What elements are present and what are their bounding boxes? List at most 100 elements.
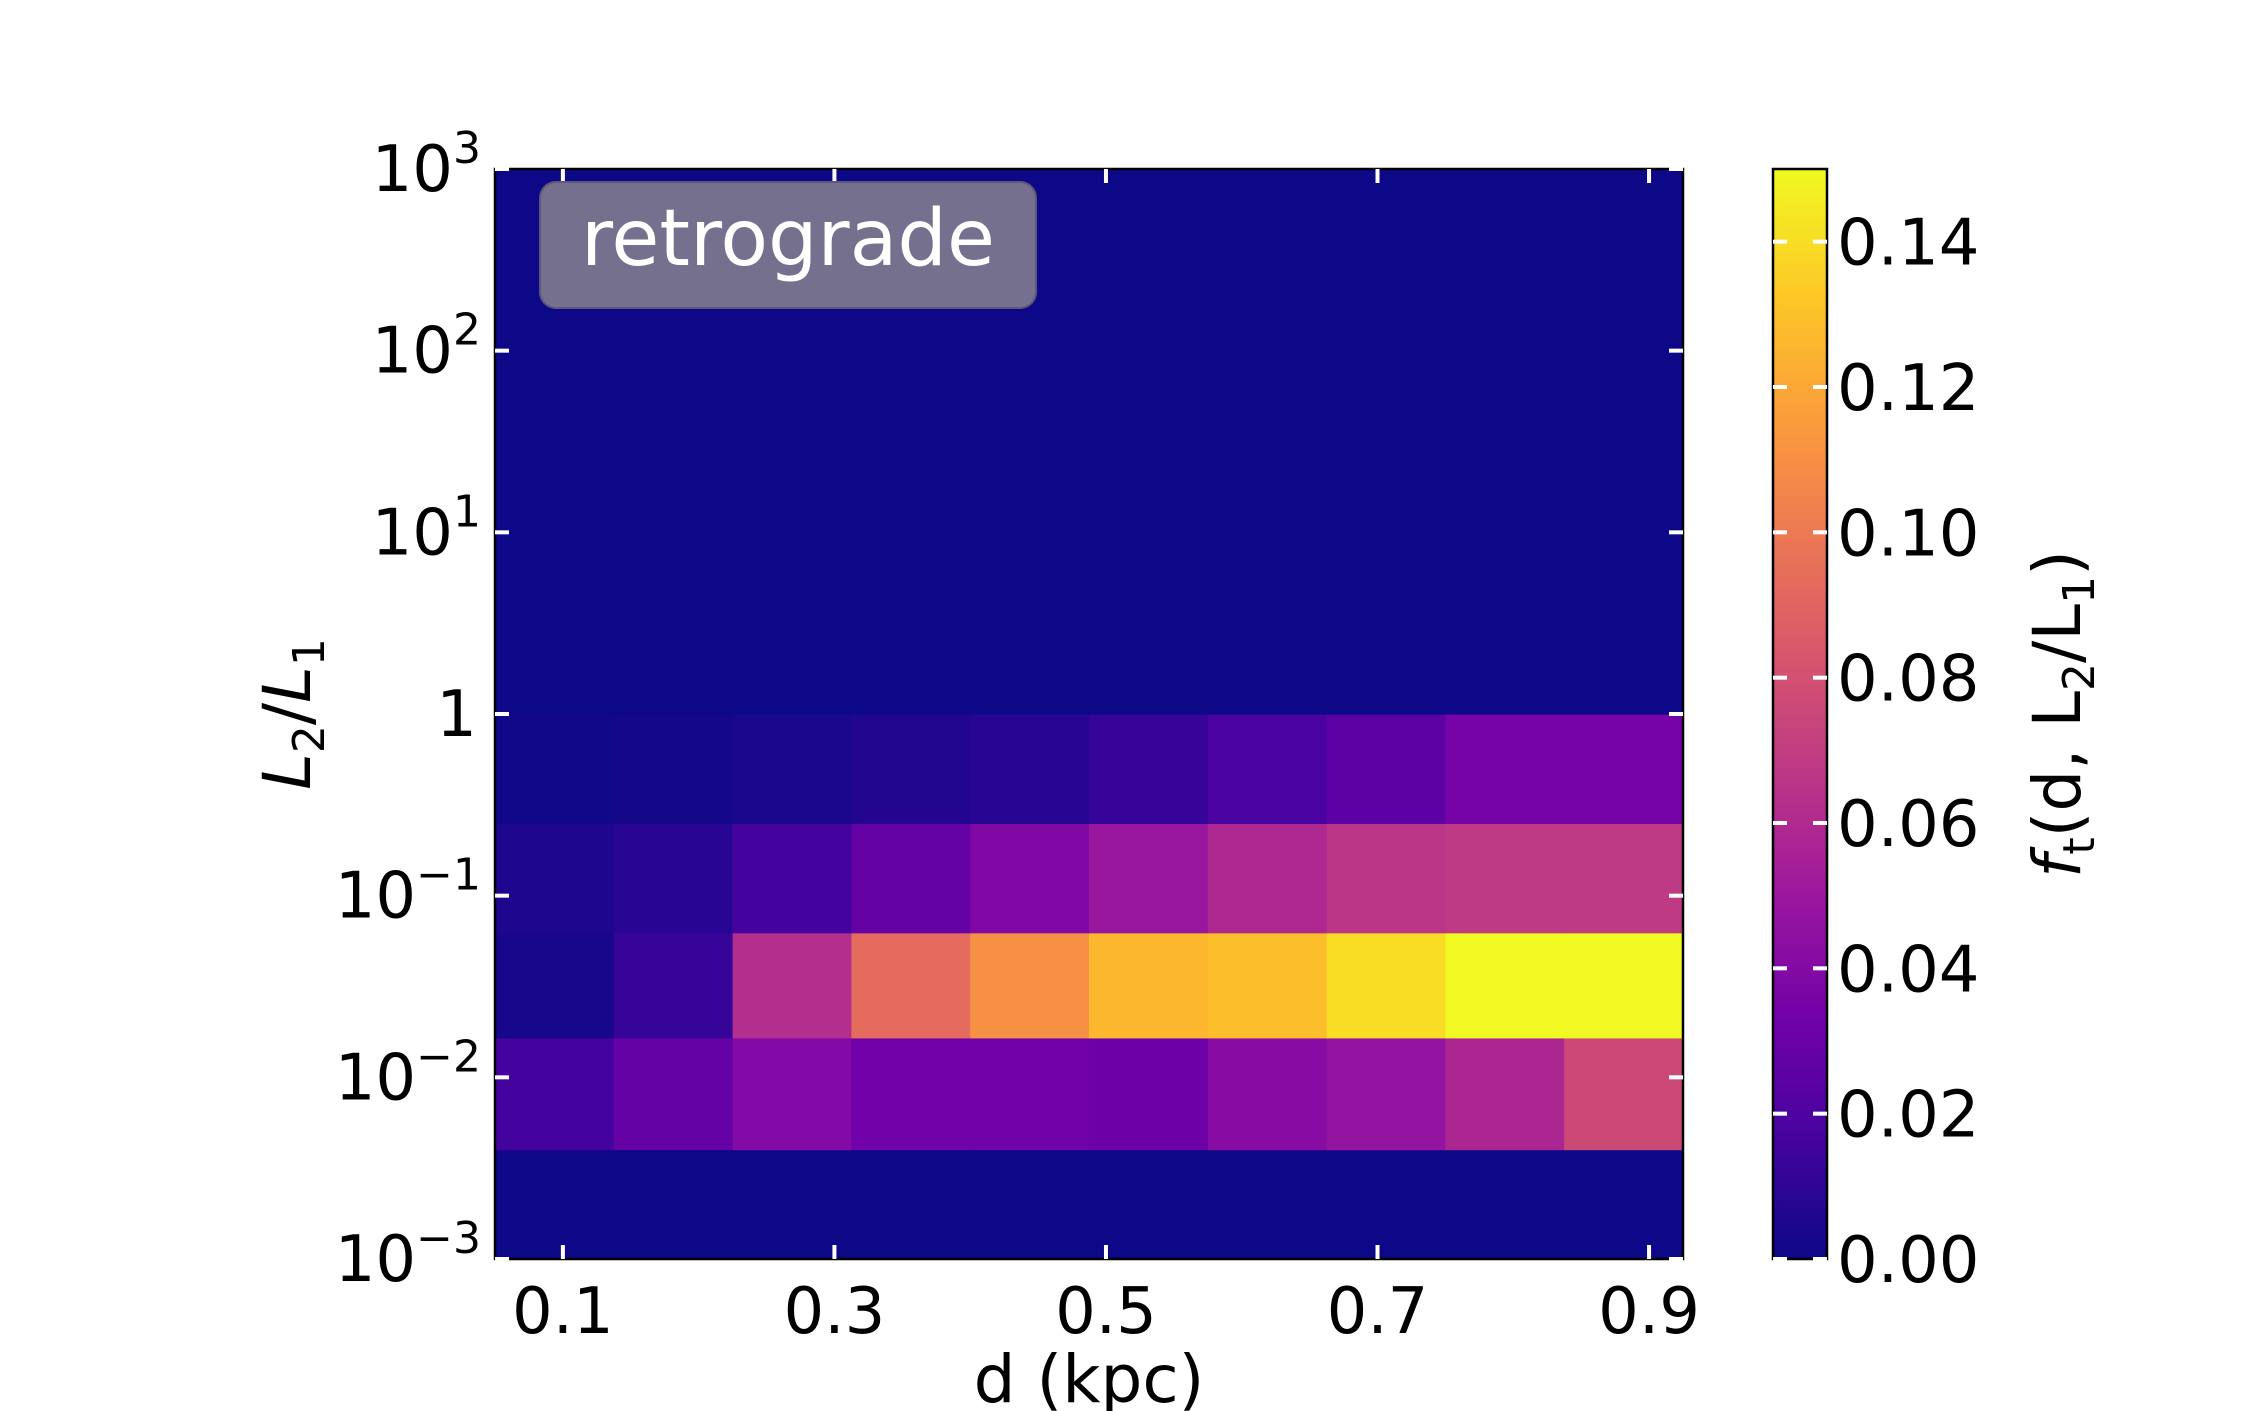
heatmap-cell <box>1445 932 1565 1039</box>
heatmap-cell <box>851 1149 971 1260</box>
x-tick-label: 0.7 <box>1327 1275 1429 1349</box>
y-tick-label: 1 <box>436 678 477 752</box>
cbar-label-mid: /L <box>2019 604 2096 663</box>
colorbar-tick-label: 0.00 <box>1837 1224 1980 1298</box>
heatmap-cell <box>1207 1149 1328 1260</box>
heatmap-cell <box>851 932 971 1039</box>
cbar-label-fsub: t <box>2054 837 2105 854</box>
heatmap-cell <box>1207 1037 1328 1151</box>
colorbar-tick-label: 0.12 <box>1837 352 1980 426</box>
colorbar-frame <box>1771 167 1829 1261</box>
heatmap-cell <box>1445 1037 1565 1151</box>
colorbar-tick-label: 0.02 <box>1837 1079 1980 1153</box>
heatmap-cell <box>1445 823 1565 934</box>
heatmap-cell <box>1326 1149 1446 1260</box>
heatmap-cell <box>1207 823 1328 934</box>
y-tick-label: 10−1 <box>335 850 481 934</box>
y-tick-exponent: −3 <box>416 1213 481 1264</box>
heatmap-cell <box>1564 932 1684 1039</box>
badge-label: retrograde <box>581 194 995 284</box>
heatmap-cell <box>1326 823 1446 934</box>
heatmap-cell <box>1564 1149 1684 1260</box>
x-tick-label: 0.1 <box>512 1275 614 1349</box>
heatmap-cell <box>851 1037 971 1151</box>
y-tick-exponent: 1 <box>453 486 481 537</box>
x-tick-label: 0.9 <box>1598 1275 1700 1349</box>
heatmap-cell <box>1326 932 1446 1039</box>
heatmap-cell <box>613 932 734 1039</box>
heatmap-cell <box>495 1149 615 1260</box>
colorbar-label: ft(d, L2/L1) <box>2019 550 2105 878</box>
heatmap-cell <box>970 1149 1090 1260</box>
y-tick-base: 10 <box>335 860 416 934</box>
cbar-label-s1: 1 <box>2054 576 2105 604</box>
colorbar <box>1773 169 1827 1259</box>
cbar-label-text: (d, L <box>2019 691 2096 838</box>
x-axis-label: d (kpc) <box>974 1341 1205 1411</box>
badge-box <box>539 181 1037 309</box>
cbar-label-end: ) <box>2019 550 2096 576</box>
heatmap-cell <box>1207 932 1328 1039</box>
retrograde-badge: retrograde <box>539 181 1037 309</box>
heatmap-cell <box>732 1037 852 1151</box>
heatmap-cell <box>732 1149 852 1260</box>
heatmap-cell <box>1089 823 1209 934</box>
heatmap-cell <box>1564 714 1684 824</box>
y-tick-exponent: 3 <box>453 123 481 174</box>
heatmap-cell <box>970 823 1090 934</box>
colorbar-tick-label: 0.14 <box>1837 207 1980 281</box>
y-tick-exponent: −1 <box>416 850 481 901</box>
heatmap-cell <box>732 714 852 824</box>
heatmap-cell <box>970 932 1090 1039</box>
colorbar-tick-label: 0.04 <box>1837 933 1980 1007</box>
heatmap-cell <box>1089 169 1209 715</box>
y-label-slash: / <box>249 702 326 725</box>
y-tick-label: 101 <box>372 486 481 570</box>
heatmap-cell <box>613 1149 734 1260</box>
cbar-label-s2: 2 <box>2054 663 2105 691</box>
y-tick-exponent: −2 <box>416 1031 481 1082</box>
heatmap-cell <box>1326 169 1446 715</box>
heatmap-cell <box>495 714 615 824</box>
x-tick-label: 0.5 <box>1055 1275 1157 1349</box>
heatmap-cell <box>613 823 734 934</box>
y-axis-label: L2/L1 <box>249 638 335 790</box>
heatmap-cell <box>495 1037 615 1151</box>
heatmap-cell <box>613 714 734 824</box>
y-label-l: L <box>249 753 326 790</box>
colorbar-tick-label: 0.06 <box>1837 788 1980 862</box>
heatmap-cell <box>732 932 852 1039</box>
heatmap-cell <box>851 714 971 824</box>
x-axis-ticks: 0.1 0.3 0.5 0.7 0.9 <box>512 169 1700 1349</box>
y-tick-label: 10−3 <box>335 1213 481 1297</box>
y-tick-exponent: 2 <box>453 305 481 356</box>
y-tick-label: 102 <box>372 305 481 389</box>
heatmap-cell <box>1445 169 1565 715</box>
heatmap-cell <box>732 823 852 934</box>
heatmap-cell <box>1564 823 1684 934</box>
heatmap-cell <box>1089 1149 1209 1260</box>
heatmap-cell <box>1564 169 1684 715</box>
heatmap-cell <box>613 1037 734 1151</box>
heatmap-cell <box>1445 714 1565 824</box>
y-tick-base: 10 <box>372 133 453 207</box>
heatmap-cell <box>970 1037 1090 1151</box>
y-label-sub2: 2 <box>284 725 335 753</box>
y-tick-label: 103 <box>372 123 481 207</box>
colorbar-tick-label: 0.10 <box>1837 497 1980 571</box>
y-tick-label: 10−2 <box>335 1031 481 1115</box>
heatmap-cell <box>1089 1037 1209 1151</box>
y-tick-base: 10 <box>372 496 453 570</box>
heatmap-cell <box>1326 1037 1446 1151</box>
x-tick-label: 0.3 <box>784 1275 886 1349</box>
heatmap-cell <box>851 823 971 934</box>
heatmap-cell <box>495 823 615 934</box>
heatmap-cell <box>1445 1149 1565 1260</box>
heatmap-cell <box>1564 1037 1684 1151</box>
heatmap-cell <box>495 932 615 1039</box>
heatmap-cell <box>1089 932 1209 1039</box>
heatmap-cell <box>1207 169 1328 715</box>
heatmap-cell <box>1089 714 1209 824</box>
